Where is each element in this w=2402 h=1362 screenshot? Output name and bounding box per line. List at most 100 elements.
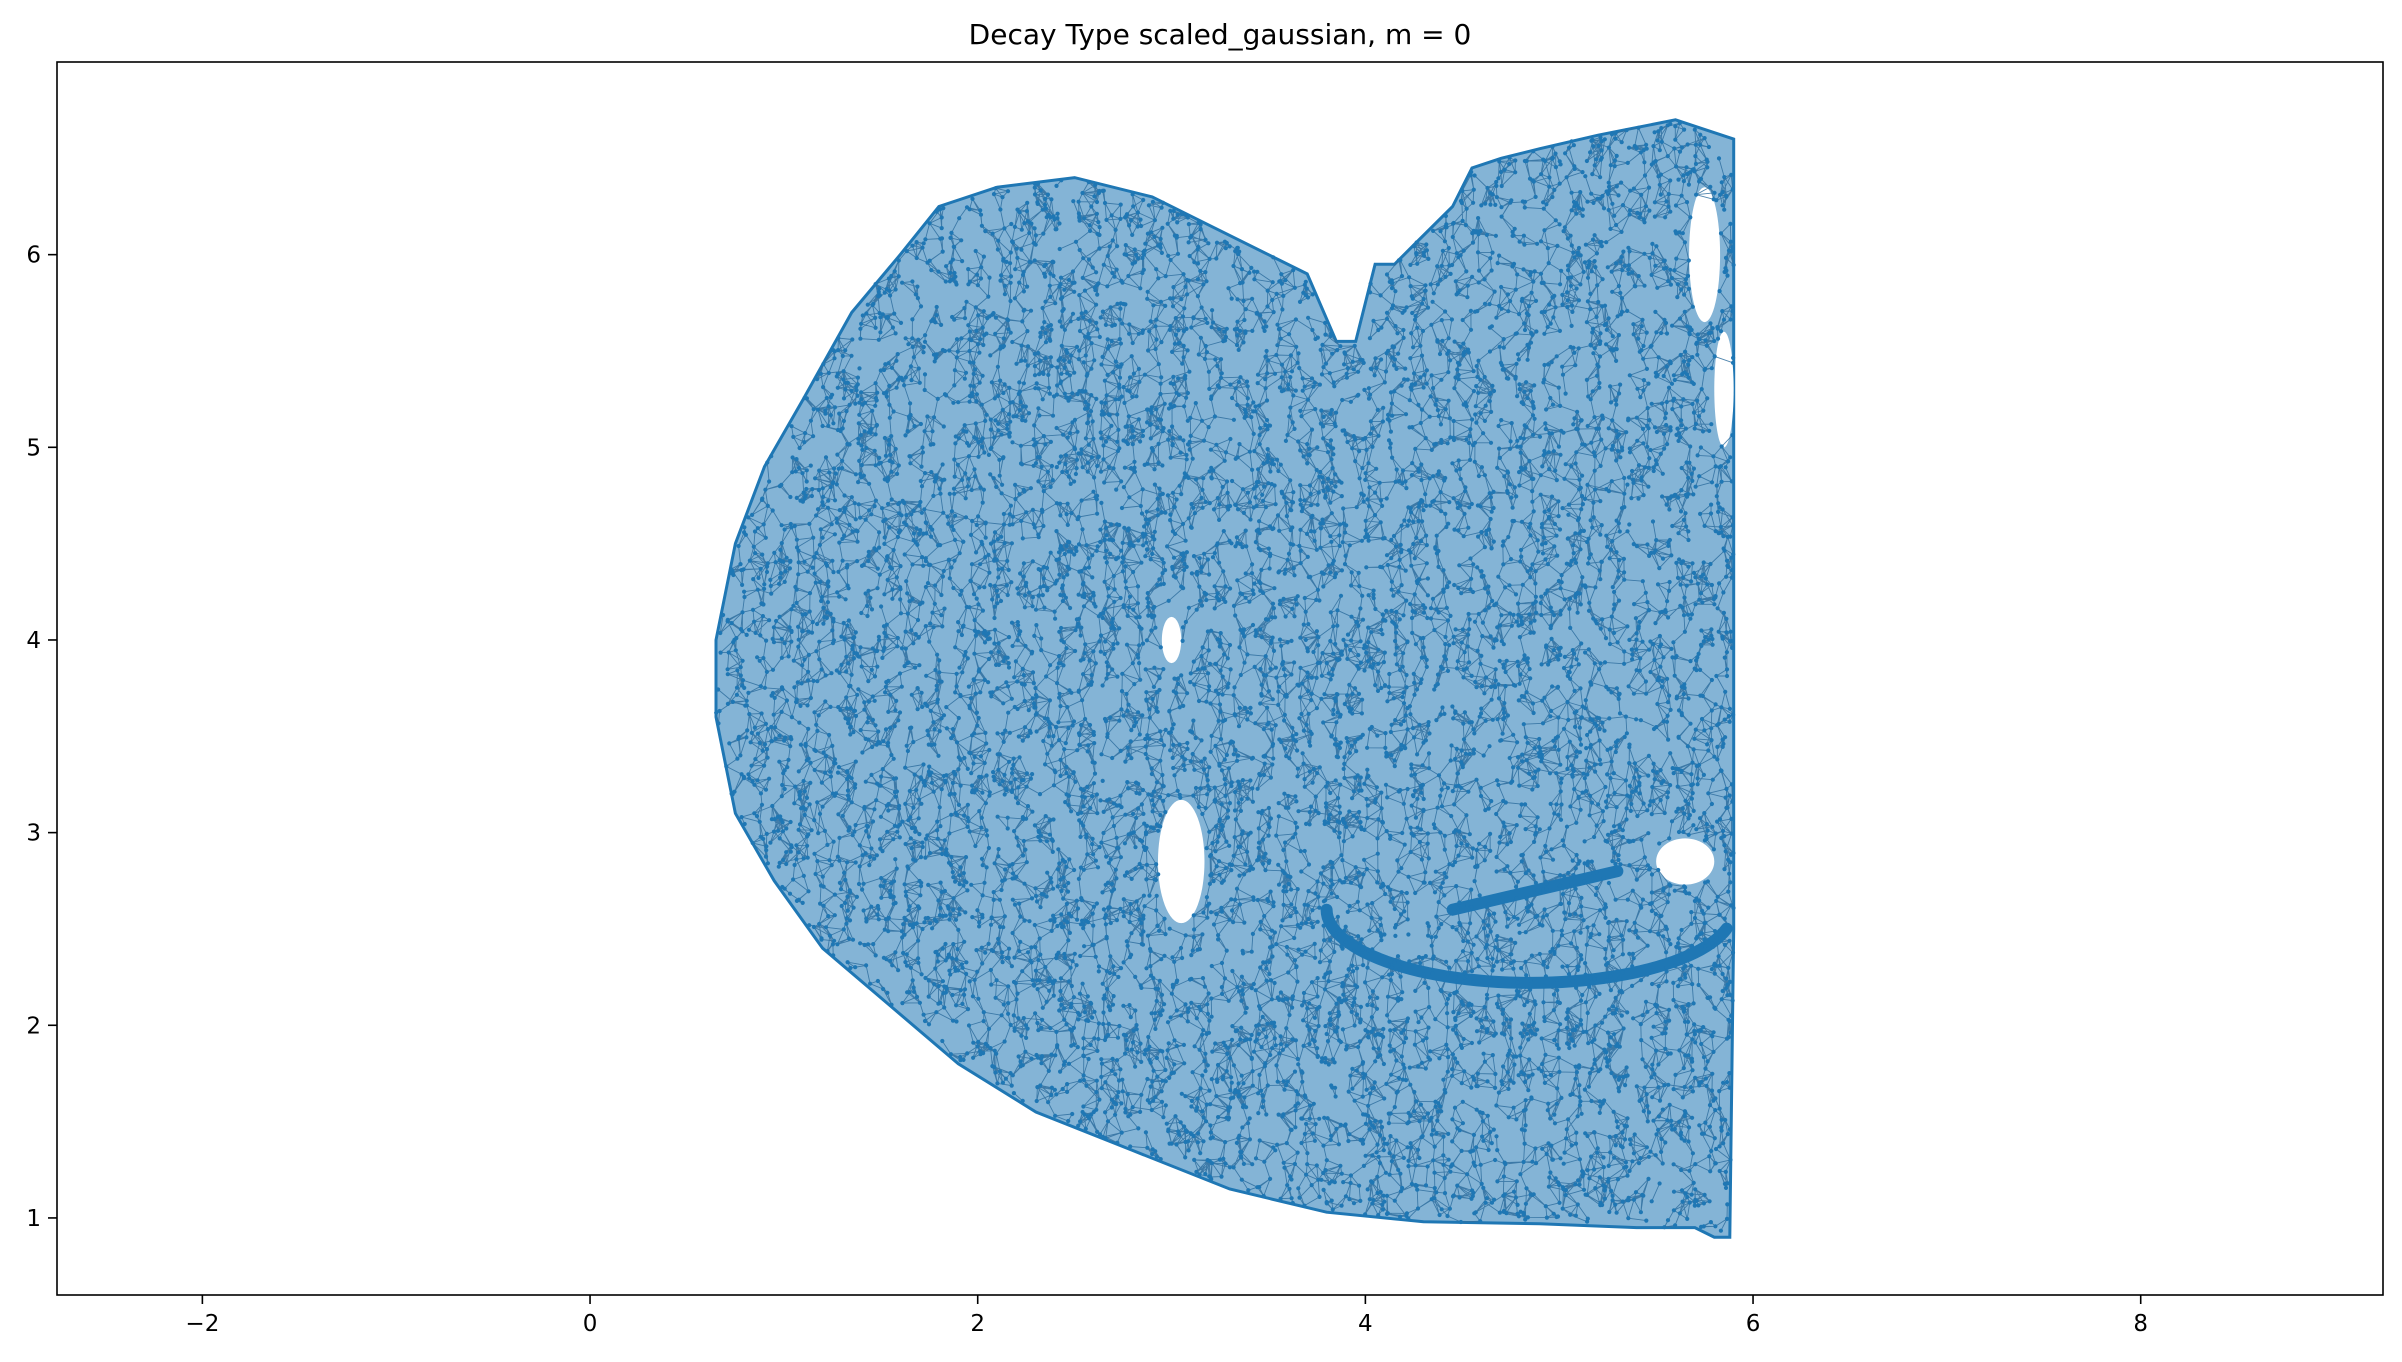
data-point xyxy=(1333,641,1338,647)
data-point xyxy=(1292,958,1298,963)
data-point xyxy=(1348,647,1353,653)
data-point xyxy=(1286,793,1291,799)
data-point xyxy=(1505,924,1510,929)
data-point xyxy=(1016,843,1021,848)
data-point xyxy=(1280,918,1285,923)
data-point xyxy=(1412,680,1417,686)
data-point xyxy=(1062,327,1067,332)
data-point xyxy=(1302,498,1307,503)
data-point xyxy=(1345,632,1351,637)
data-point xyxy=(1559,580,1564,585)
data-point xyxy=(1564,824,1570,829)
data-point xyxy=(1686,362,1691,367)
data-point xyxy=(1610,443,1615,448)
data-point xyxy=(1250,1162,1255,1167)
data-point xyxy=(813,580,818,585)
data-point xyxy=(1274,833,1279,838)
data-point xyxy=(1019,247,1024,252)
data-point xyxy=(1130,340,1135,346)
data-point xyxy=(1410,630,1415,636)
data-point xyxy=(1565,298,1570,303)
data-point xyxy=(1365,497,1370,502)
data-point xyxy=(1183,538,1188,543)
data-point xyxy=(1714,198,1719,203)
data-point xyxy=(1412,772,1418,777)
data-point xyxy=(1294,1089,1299,1094)
tissue-gap xyxy=(1656,838,1715,885)
data-point xyxy=(1431,386,1436,391)
data-point xyxy=(1078,633,1083,638)
data-point xyxy=(1586,394,1591,399)
data-point xyxy=(1423,1183,1429,1188)
data-point xyxy=(1501,539,1506,544)
data-point xyxy=(1118,748,1123,754)
data-point xyxy=(1195,1140,1200,1145)
data-point xyxy=(1129,931,1134,936)
data-point xyxy=(1441,1153,1446,1158)
data-point xyxy=(1284,859,1289,864)
data-point xyxy=(1298,502,1303,507)
data-point xyxy=(944,705,949,710)
data-point xyxy=(1309,980,1315,985)
data-point xyxy=(1275,1079,1280,1084)
data-point xyxy=(967,605,972,610)
data-point xyxy=(1588,552,1593,557)
data-point xyxy=(1081,926,1086,931)
data-point xyxy=(1716,509,1721,514)
data-point xyxy=(1604,805,1609,810)
data-point xyxy=(1404,598,1409,603)
data-point xyxy=(1188,680,1193,685)
data-point xyxy=(1439,922,1444,927)
data-point xyxy=(939,613,944,618)
data-point xyxy=(1144,638,1149,643)
data-point xyxy=(965,815,970,820)
data-point xyxy=(1358,1004,1363,1010)
data-point xyxy=(1522,1003,1527,1008)
data-point xyxy=(1691,747,1696,752)
data-point xyxy=(1627,373,1632,378)
data-point xyxy=(882,367,887,373)
data-point xyxy=(1077,1013,1082,1018)
data-point xyxy=(840,813,845,819)
data-point xyxy=(1248,517,1253,522)
data-point xyxy=(1133,974,1138,980)
data-point xyxy=(1030,670,1036,675)
data-point xyxy=(1499,639,1504,644)
data-point xyxy=(1091,852,1096,857)
data-point xyxy=(1682,972,1687,977)
data-point xyxy=(1055,383,1060,388)
data-point xyxy=(825,949,830,954)
data-point xyxy=(1016,734,1021,739)
data-point xyxy=(1730,645,1735,651)
data-point xyxy=(1337,996,1342,1001)
data-point xyxy=(1574,754,1579,759)
data-point xyxy=(1109,213,1114,218)
data-point xyxy=(1113,397,1118,402)
data-point xyxy=(1479,1018,1484,1023)
data-point xyxy=(1185,746,1190,752)
data-point xyxy=(1690,1059,1695,1064)
data-point xyxy=(1007,512,1012,517)
data-point xyxy=(1261,1098,1266,1104)
data-point xyxy=(1023,1049,1028,1054)
data-point xyxy=(825,580,830,586)
data-point xyxy=(1012,675,1017,680)
data-point xyxy=(1379,938,1384,943)
data-point xyxy=(1289,508,1294,513)
data-point xyxy=(1495,717,1500,722)
data-point xyxy=(805,703,810,708)
data-point xyxy=(1471,389,1476,394)
data-point xyxy=(1137,615,1142,620)
data-point xyxy=(1711,944,1716,949)
data-point xyxy=(1668,178,1673,183)
data-point xyxy=(1242,872,1247,877)
data-point xyxy=(1268,935,1273,940)
data-point xyxy=(1052,1087,1057,1092)
data-point xyxy=(1199,569,1204,574)
data-point xyxy=(1007,759,1012,764)
data-point xyxy=(1664,422,1669,428)
data-point xyxy=(1489,509,1494,514)
data-point xyxy=(1482,691,1487,696)
data-point xyxy=(1108,920,1113,926)
data-point xyxy=(847,918,853,923)
